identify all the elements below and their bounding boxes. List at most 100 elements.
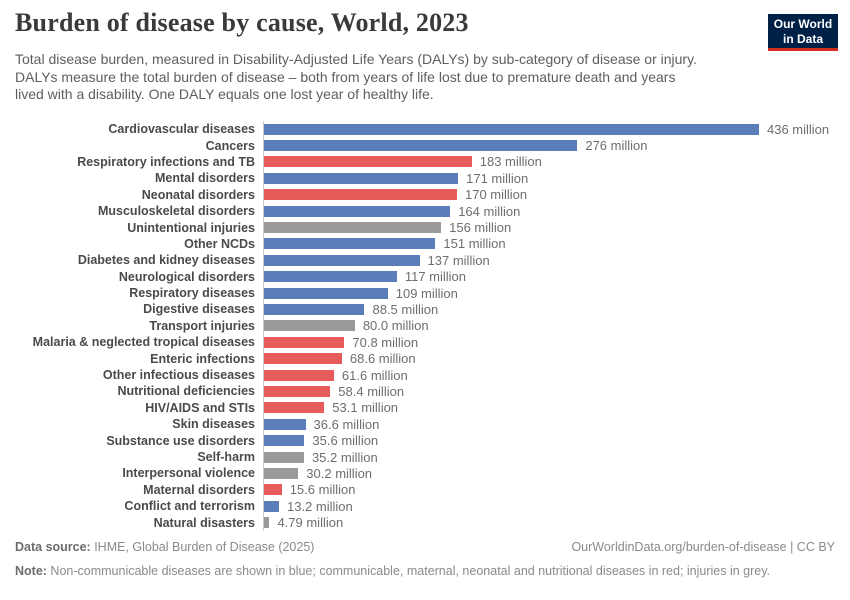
bar[interactable]: [264, 205, 451, 217]
owid-logo-line1: Our World: [773, 17, 833, 31]
chart-row: Malaria & neglected tropical diseases 70.…: [15, 334, 829, 351]
chart-row: Self-harm 35.2 million: [15, 448, 829, 466]
owid-logo: Our World in Data: [768, 14, 838, 51]
bar[interactable]: [264, 172, 459, 184]
bar-area: 276 million: [263, 137, 648, 154]
bar[interactable]: [264, 418, 306, 430]
bar-area: 4.79 million: [263, 514, 344, 531]
chart-row: Neurological disorders 117 million: [15, 268, 829, 285]
chart-row: Diabetes and kidney diseases 137 million: [15, 252, 829, 269]
bar[interactable]: [264, 402, 325, 414]
chart-row: Mental disorders 171 million: [15, 170, 829, 187]
bar[interactable]: [264, 238, 436, 250]
category-label: Other infectious diseases: [102, 368, 255, 383]
bar[interactable]: [264, 140, 578, 152]
chart-row: Nutritional deficiencies 58.4 million: [15, 383, 829, 400]
chart-row: HIV/AIDS and STIs 53.1 million: [15, 399, 829, 417]
chart-row: Transport injuries 80.0 million: [15, 317, 829, 335]
chart-row: Cancers 276 million: [15, 137, 829, 154]
chart-row: Respiratory diseases 109 million: [15, 284, 829, 302]
bar[interactable]: [264, 336, 345, 348]
bar[interactable]: [264, 254, 420, 266]
subtitle-line: lived with a disability. One DALY equals…: [15, 86, 434, 102]
bar[interactable]: [264, 484, 282, 496]
value-label: 30.2 million: [306, 465, 373, 481]
category-label: Cardiovascular diseases: [108, 122, 255, 137]
value-label: 35.6 million: [312, 433, 379, 449]
value-label: 4.79 million: [277, 515, 344, 531]
data-source-text: IHME, Global Burden of Disease (2025): [90, 540, 315, 554]
category-label: Neonatal disorders: [141, 187, 255, 202]
category-label: Respiratory diseases: [129, 286, 255, 301]
category-label: Nutritional deficiencies: [117, 384, 255, 399]
bar-area: 13.2 million: [263, 497, 353, 515]
chart-row: Natural disasters 4.79 million: [15, 514, 829, 531]
bar[interactable]: [264, 123, 759, 135]
bar[interactable]: [264, 222, 442, 234]
note-label: Note:: [15, 564, 47, 578]
bar-area: 15.6 million: [263, 481, 356, 498]
value-label: 276 million: [585, 138, 648, 154]
category-label: Conflict and terrorism: [124, 499, 255, 514]
category-label: Musculoskeletal disorders: [97, 204, 255, 219]
bar-area: 170 million: [263, 186, 528, 203]
chart-row: Conflict and terrorism 13.2 million: [15, 497, 829, 515]
bar[interactable]: [264, 517, 270, 529]
category-label: Natural disasters: [153, 515, 255, 530]
bar[interactable]: [264, 451, 304, 463]
category-label: Digestive diseases: [143, 302, 255, 317]
bar-area: 164 million: [263, 202, 521, 220]
category-label: Respiratory infections and TB: [77, 154, 255, 169]
bar[interactable]: [264, 189, 457, 201]
bar-area: 70.8 million: [263, 334, 418, 351]
bar-area: 35.6 million: [263, 432, 379, 449]
bar-area: 80.0 million: [263, 317, 429, 335]
category-label: Unintentional injuries: [127, 220, 255, 235]
chart-row: Cardiovascular diseases 436 million: [15, 121, 829, 138]
chart-row: Neonatal disorders 170 million: [15, 186, 829, 203]
value-label: 170 million: [465, 187, 528, 203]
chart-row: Digestive diseases 88.5 million: [15, 301, 829, 318]
bar[interactable]: [264, 369, 334, 381]
category-label: Mental disorders: [154, 171, 255, 186]
chart-row: Other infectious diseases 61.6 million: [15, 366, 829, 384]
bar[interactable]: [264, 303, 365, 315]
value-label: 183 million: [479, 154, 542, 170]
bar[interactable]: [264, 435, 305, 447]
value-label: 36.6 million: [313, 416, 380, 432]
chart-row: Interpersonal violence 30.2 million: [15, 465, 829, 482]
value-label: 171 million: [466, 170, 529, 186]
bar[interactable]: [264, 385, 331, 397]
bar-area: 58.4 million: [263, 383, 404, 400]
bar-area: 436 million: [263, 121, 829, 138]
chart-row: Enteric infections 68.6 million: [15, 350, 829, 367]
value-label: 151 million: [443, 236, 506, 252]
bar-area: 88.5 million: [263, 301, 438, 318]
bar[interactable]: [264, 287, 388, 299]
chart-row: Skin diseases 36.6 million: [15, 416, 829, 433]
value-label: 137 million: [427, 252, 490, 268]
value-label: 164 million: [458, 203, 521, 219]
bar[interactable]: [264, 271, 397, 283]
bar[interactable]: [264, 156, 472, 168]
value-label: 80.0 million: [362, 318, 429, 334]
subtitle-line: DALYs measure the total burden of diseas…: [15, 68, 676, 85]
category-label: Maternal disorders: [143, 482, 255, 497]
bar-area: 35.2 million: [263, 448, 378, 466]
value-label: 15.6 million: [289, 482, 356, 498]
chart-row: Maternal disorders 15.6 million: [15, 481, 829, 498]
note: Note: Non-communicable diseases are show…: [15, 564, 835, 579]
bar[interactable]: [264, 467, 299, 479]
data-source: Data source: IHME, Global Burden of Dise…: [15, 540, 314, 555]
bar[interactable]: [264, 320, 355, 332]
bar[interactable]: [264, 500, 279, 512]
attribution-link[interactable]: OurWorldinData.org/burden-of-disease | C…: [571, 540, 835, 554]
bar-area: 171 million: [263, 170, 529, 187]
bar[interactable]: [264, 353, 342, 365]
category-label: Other NCDs: [184, 236, 255, 251]
category-label: Substance use disorders: [106, 433, 255, 448]
category-label: Cancers: [205, 138, 255, 153]
value-label: 35.2 million: [311, 449, 378, 465]
bar-area: 117 million: [263, 268, 466, 285]
value-label: 13.2 million: [286, 498, 353, 514]
